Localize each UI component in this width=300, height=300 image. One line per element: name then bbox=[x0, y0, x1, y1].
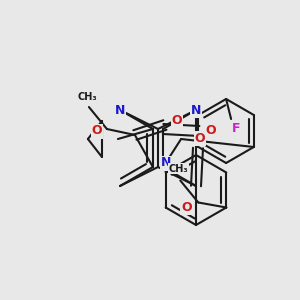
Text: CH₃: CH₃ bbox=[77, 92, 97, 102]
Text: F: F bbox=[232, 122, 240, 136]
Text: O: O bbox=[181, 201, 192, 214]
Text: N: N bbox=[161, 157, 171, 169]
Text: N: N bbox=[191, 103, 201, 116]
Text: O: O bbox=[195, 131, 205, 145]
Text: O: O bbox=[172, 115, 182, 128]
Text: O: O bbox=[92, 124, 102, 137]
Text: O: O bbox=[206, 124, 216, 137]
Text: N: N bbox=[115, 103, 125, 116]
Text: CH₃: CH₃ bbox=[169, 164, 188, 173]
